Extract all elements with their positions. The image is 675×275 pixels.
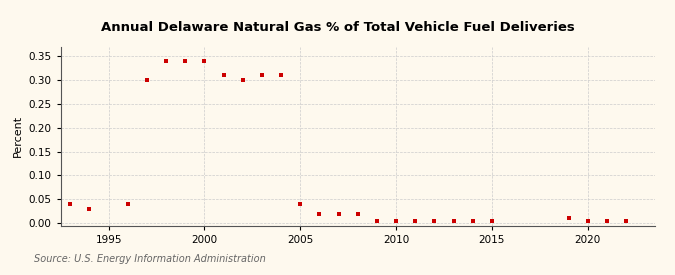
Point [601,219,612,223]
Point [391,219,402,223]
Point [295,202,306,206]
Text: Source: U.S. Energy Information Administration: Source: U.S. Energy Information Administ… [34,254,265,264]
Point [429,219,440,223]
Point [333,211,344,216]
Point [487,219,497,223]
Point [238,78,248,82]
Point [218,73,229,78]
Point [467,219,478,223]
Point [275,73,286,78]
Point [620,219,631,223]
Y-axis label: Percent: Percent [13,115,23,157]
Text: Annual Delaware Natural Gas % of Total Vehicle Fuel Deliveries: Annual Delaware Natural Gas % of Total V… [101,21,574,34]
Point [161,59,171,63]
Point [180,59,191,63]
Point [314,211,325,216]
Point [199,59,210,63]
Point [352,211,363,216]
Point [563,216,574,221]
Point [371,219,382,223]
Point [448,219,459,223]
Point [122,202,133,206]
Point [142,78,153,82]
Point [256,73,267,78]
Point [84,207,95,211]
Point [583,219,593,223]
Point [65,202,76,206]
Point [410,219,421,223]
